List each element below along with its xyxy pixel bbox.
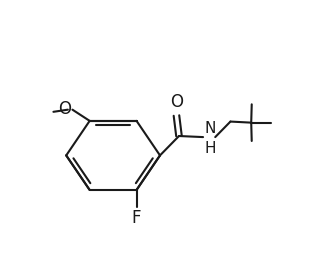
Text: O: O xyxy=(170,93,183,111)
Text: H: H xyxy=(204,141,215,156)
Text: N: N xyxy=(204,121,215,136)
Text: F: F xyxy=(132,209,141,227)
Text: methoxy: methoxy xyxy=(46,111,52,112)
Text: O: O xyxy=(58,100,71,118)
